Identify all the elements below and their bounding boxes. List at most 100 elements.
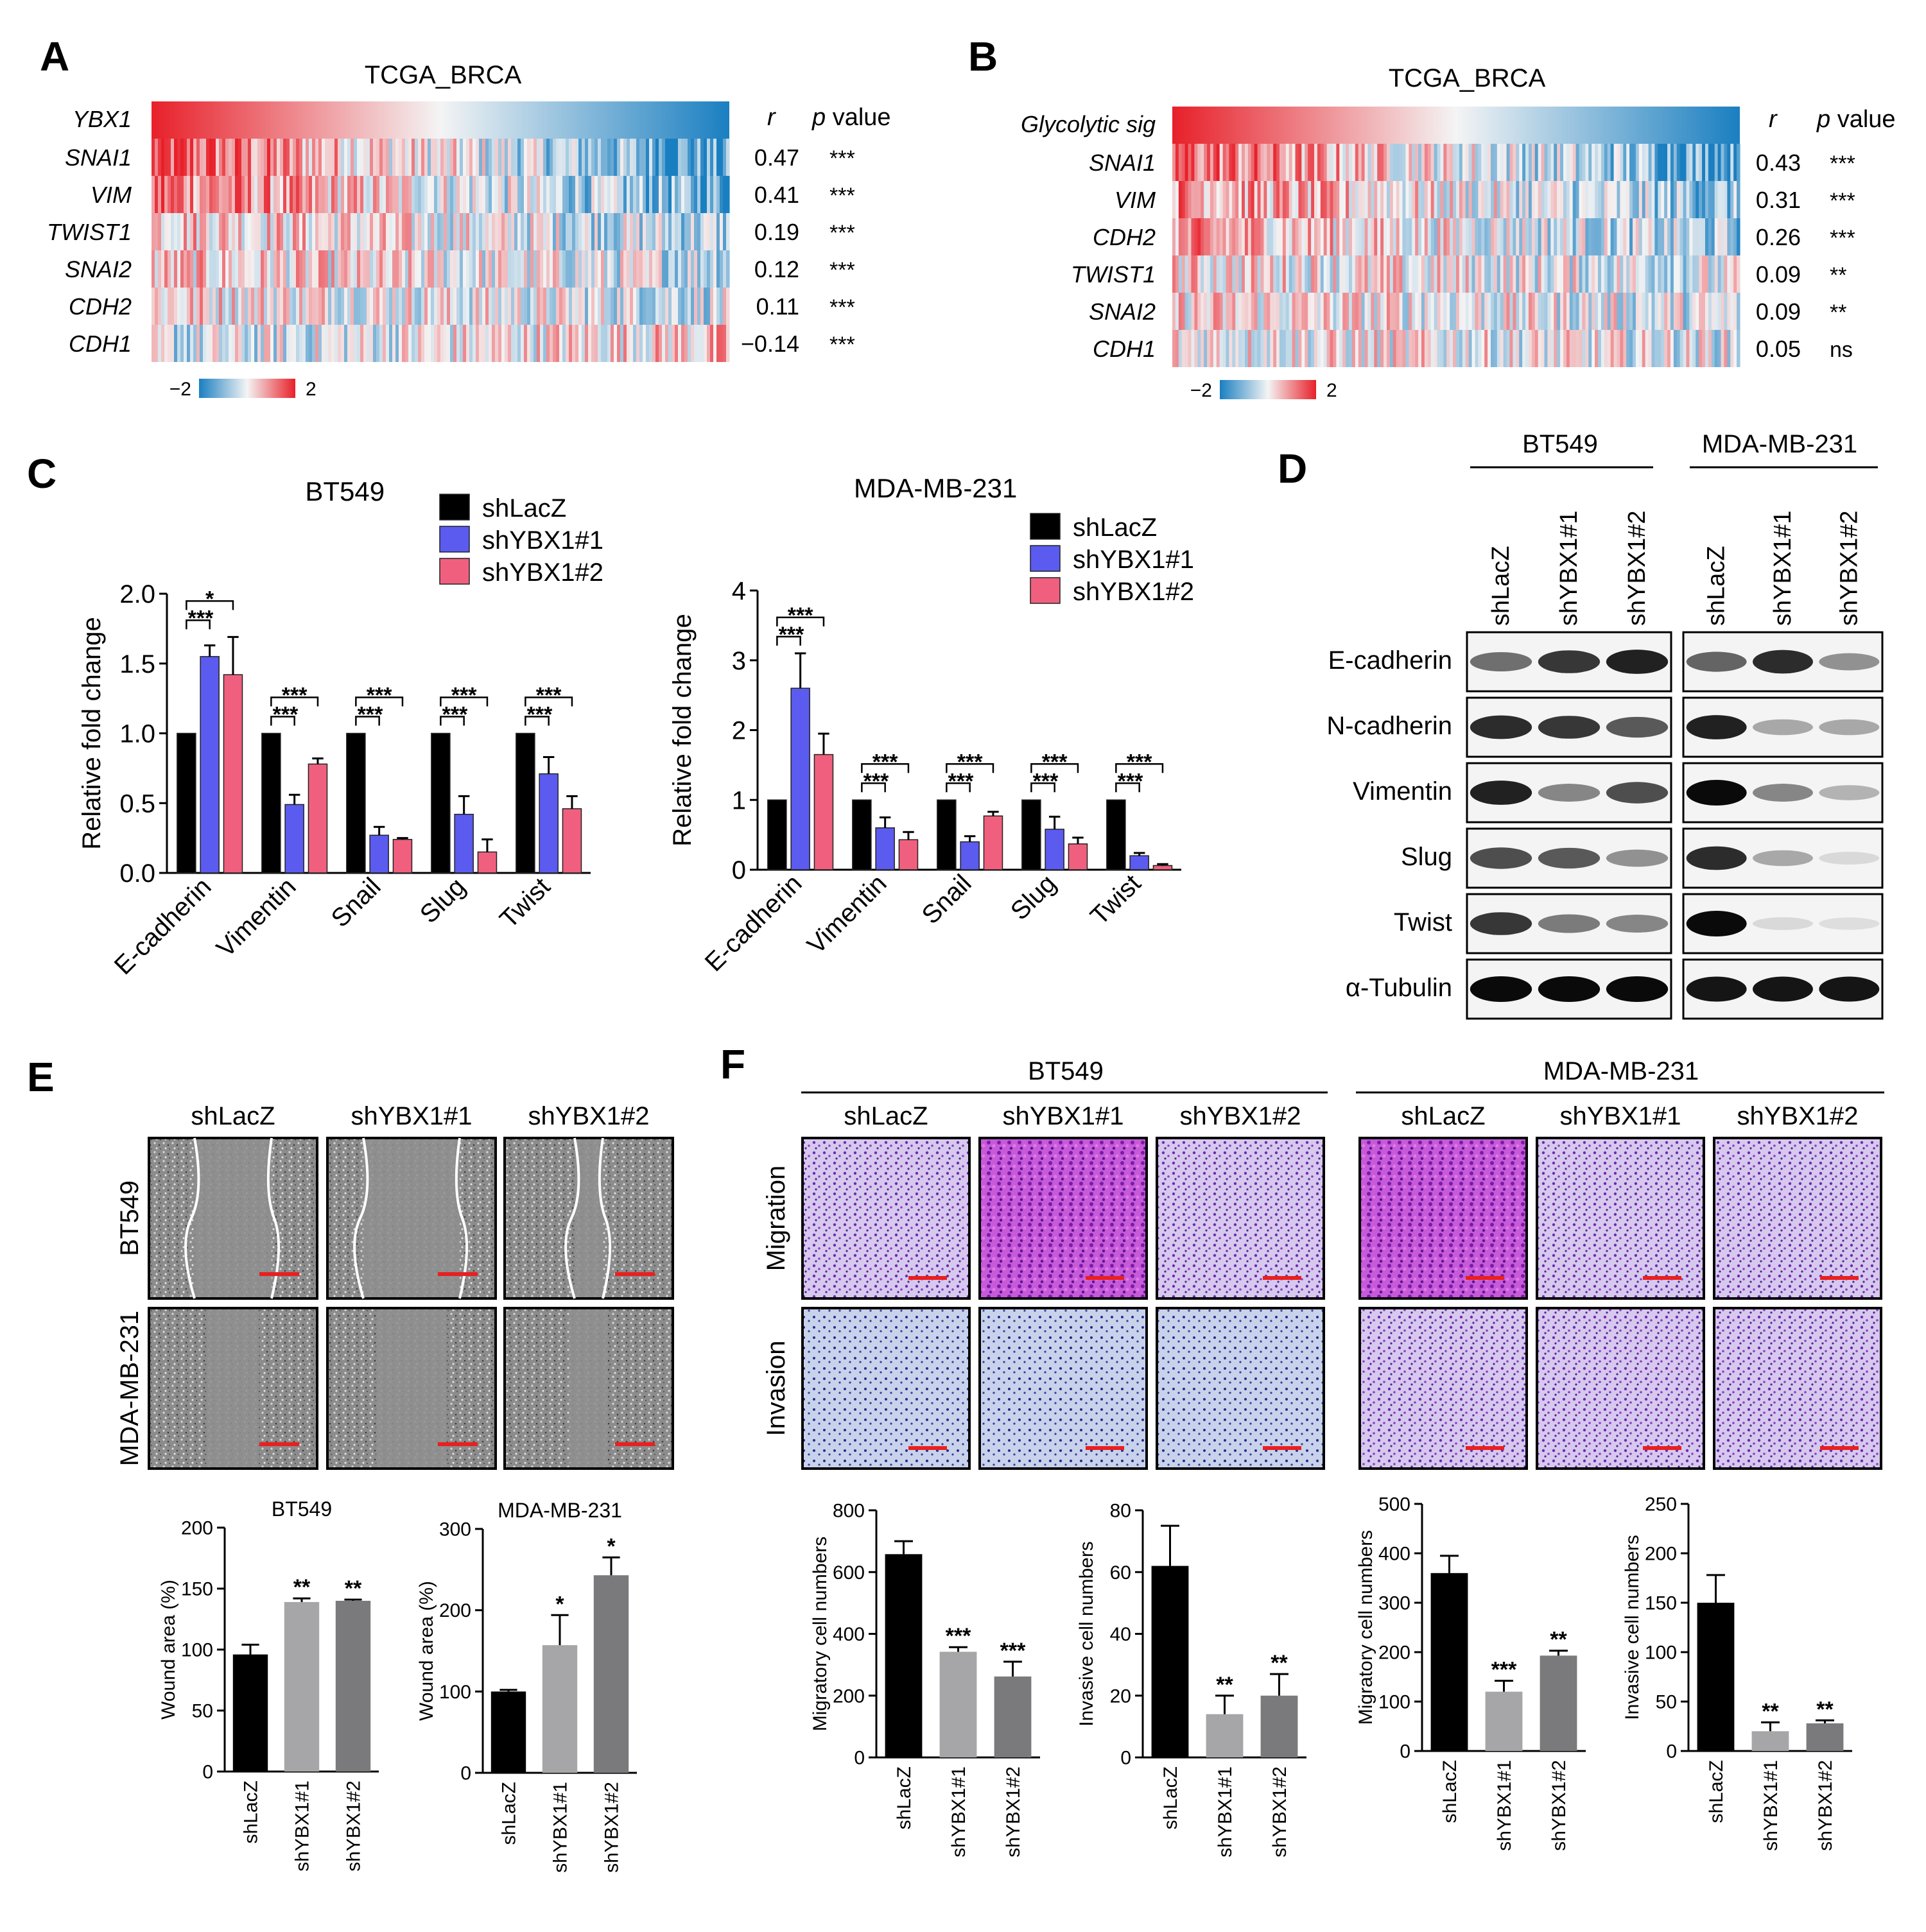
heatmap-cell bbox=[1538, 181, 1542, 218]
heatmap-cell bbox=[569, 288, 573, 325]
heatmap-cell bbox=[726, 139, 730, 176]
blot-band bbox=[1686, 976, 1747, 1002]
heatmap-cell bbox=[453, 139, 457, 176]
panel-b-row-labels: SNAI1 0.43 ***VIM 0.31 ***CDH2 0.26 ***TWIST1 0… bbox=[1071, 150, 1855, 362]
heatmap-cell bbox=[630, 288, 634, 325]
heatmap-cell bbox=[1661, 255, 1665, 293]
heatmap-cell bbox=[1427, 330, 1432, 367]
heatmap-cell bbox=[1651, 255, 1655, 293]
heatmap-cell bbox=[200, 139, 204, 176]
heatmap-cell bbox=[180, 139, 184, 176]
heatmap-cell bbox=[232, 250, 236, 288]
heatmap-cell bbox=[444, 288, 447, 325]
heatmap-cell bbox=[389, 250, 393, 288]
legend-label: shYBX1#2 bbox=[482, 558, 603, 587]
heatmap-cell bbox=[1191, 293, 1195, 330]
heatmap-cell bbox=[556, 288, 560, 325]
heatmap-cell bbox=[1607, 218, 1611, 255]
heatmap-cell bbox=[1295, 330, 1299, 367]
heatmap-cell bbox=[1557, 144, 1561, 181]
heatmap-cell bbox=[402, 250, 406, 288]
heatmap-cell bbox=[322, 250, 325, 288]
heatmap-cell bbox=[1434, 181, 1438, 218]
heatmap-cell bbox=[1513, 144, 1516, 181]
heatmap-r-value: 0.12 bbox=[754, 256, 799, 282]
heatmap-cell bbox=[1623, 218, 1627, 255]
heatmap-cell bbox=[203, 176, 207, 213]
heatmap-cell bbox=[1481, 181, 1485, 218]
heatmap-cell bbox=[1437, 144, 1441, 181]
heatmap-cell bbox=[521, 176, 525, 213]
transwell-image bbox=[1536, 1137, 1705, 1300]
heatmap-cell bbox=[437, 213, 441, 250]
blot-protein-label: Twist bbox=[1394, 908, 1452, 936]
heatmap-cell bbox=[232, 213, 236, 250]
heatmap-cell bbox=[261, 250, 265, 288]
blot-protein-label: E-cadherin bbox=[1328, 646, 1452, 675]
heatmap-cell bbox=[1434, 330, 1438, 367]
heatmap-cell bbox=[1399, 144, 1403, 181]
chart-title: BT549 bbox=[272, 1497, 332, 1521]
heatmap-cell bbox=[716, 139, 720, 176]
heatmap-cell bbox=[1623, 144, 1627, 181]
heatmap-cell bbox=[286, 250, 290, 288]
heatmap-cell bbox=[1471, 293, 1476, 330]
heatmap-cell bbox=[1254, 144, 1258, 181]
heatmap-cell bbox=[1462, 181, 1466, 218]
heatmap-cell bbox=[1585, 218, 1589, 255]
heatmap-cell bbox=[643, 325, 646, 362]
heatmap-cell bbox=[713, 325, 717, 362]
heatmap-cell bbox=[1364, 293, 1369, 330]
heatmap-cell bbox=[1509, 330, 1513, 367]
heatmap-cell bbox=[1582, 330, 1586, 367]
heatmap-cell bbox=[293, 250, 297, 288]
heatmap-cell bbox=[588, 139, 592, 176]
heatmap-cell bbox=[1601, 181, 1605, 218]
heatmap-cell bbox=[1617, 218, 1620, 255]
heatmap-cell bbox=[1658, 181, 1661, 218]
y-tick-label: 50 bbox=[1656, 1692, 1677, 1713]
heatmap-cell bbox=[338, 139, 342, 176]
heatmap-cell bbox=[408, 139, 412, 176]
heatmap-cell bbox=[168, 250, 171, 288]
heatmap-cell bbox=[1251, 330, 1255, 367]
heatmap-cell bbox=[1424, 293, 1428, 330]
heatmap-cell bbox=[697, 288, 701, 325]
heatmap-cell bbox=[1358, 218, 1362, 255]
heatmap-cell bbox=[270, 325, 274, 362]
heatmap-cell bbox=[1610, 330, 1615, 367]
heatmap-cell bbox=[1377, 330, 1381, 367]
heatmap-cell bbox=[594, 213, 598, 250]
heatmap-cell bbox=[1717, 181, 1722, 218]
heatmap-cell bbox=[546, 288, 550, 325]
heatmap-cell bbox=[1503, 255, 1507, 293]
heatmap-cell bbox=[1525, 144, 1529, 181]
heatmap-cell bbox=[428, 213, 431, 250]
heatmap-cell bbox=[203, 288, 207, 325]
transwell-image bbox=[978, 1307, 1148, 1470]
heatmap-cell bbox=[1481, 330, 1485, 367]
heatmap-cell bbox=[351, 213, 354, 250]
heatmap-cell bbox=[598, 325, 602, 362]
heatmap-cell bbox=[1443, 218, 1447, 255]
heatmap-cell bbox=[1686, 218, 1690, 255]
heatmap-cell bbox=[1534, 144, 1539, 181]
heatmap-cell bbox=[582, 176, 586, 213]
heatmap-cell bbox=[1216, 181, 1220, 218]
heatmap-cell bbox=[270, 176, 274, 213]
heatmap-cell bbox=[1714, 293, 1719, 330]
blot-band bbox=[1686, 911, 1747, 936]
heatmap-cell bbox=[184, 250, 187, 288]
heatmap-cell bbox=[1519, 144, 1523, 181]
heatmap-p-value: ** bbox=[1830, 263, 1846, 288]
heatmap-cell bbox=[1679, 181, 1684, 218]
heatmap-cell bbox=[1683, 218, 1687, 255]
heatmap-cell bbox=[489, 250, 492, 288]
significance-bracket bbox=[1115, 782, 1140, 793]
heatmap-cell bbox=[174, 213, 178, 250]
heatmap-cell bbox=[270, 139, 274, 176]
heatmap-cell bbox=[171, 325, 175, 362]
heatmap-cell bbox=[1450, 293, 1453, 330]
heatmap-cell bbox=[229, 325, 232, 362]
